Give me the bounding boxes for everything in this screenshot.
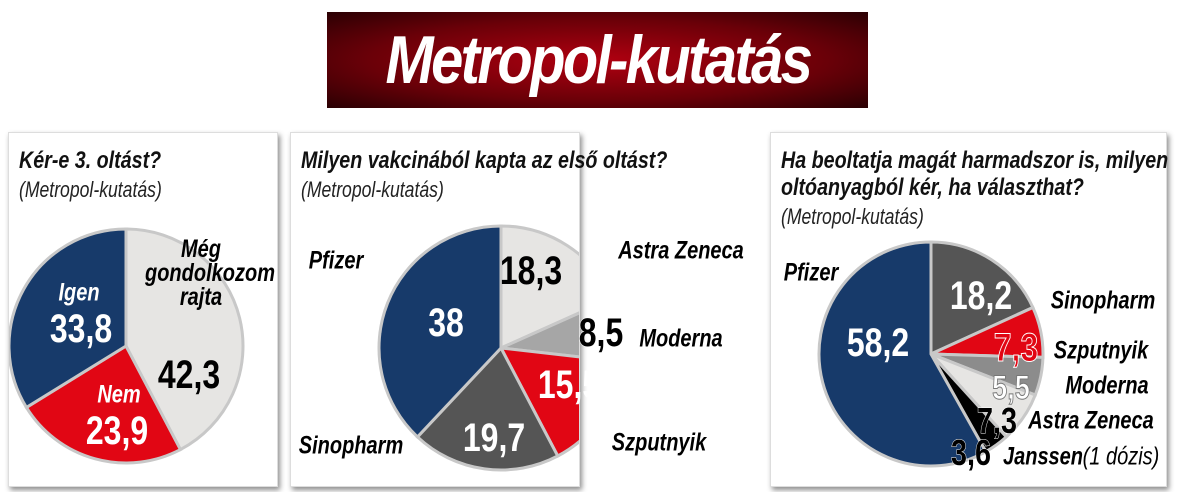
chart-title: Kér-e 3. oltást? — [19, 147, 162, 174]
data-label-astra-zeneca: 7,3 — [976, 400, 1018, 441]
chart-panel-first-dose: Milyen vakcinából kapta az első oltást? … — [290, 132, 744, 487]
data-label-meg-gondolkozom: 42,3 — [157, 353, 221, 397]
janssen-dose-note: (1 dózis) — [1082, 442, 1160, 471]
data-label-igen: 33,8 — [49, 307, 113, 351]
chart-subtitle: (Metropol-kutatás) — [301, 177, 444, 202]
data-label-szputnyik: 15,5 — [537, 363, 601, 407]
pie-slice-sinopharm — [415, 345, 560, 472]
pie-chart — [817, 240, 1045, 468]
data-label-nem: 23,9 — [85, 409, 149, 453]
chart-title: Milyen vakcinából kapta az első oltást? — [301, 147, 668, 174]
chart-subtitle: (Metropol-kutatás) — [19, 177, 162, 202]
data-label-moderna: 5,5 — [992, 369, 1031, 407]
slice-label-moderna: Moderna — [1065, 371, 1149, 400]
chart-title-line-1: Ha beoltatja magát harmadszor is, milyen — [781, 147, 1169, 174]
pie-chart — [9, 227, 245, 465]
pie-slice-igen — [9, 227, 128, 410]
data-label-moderna: 8,5 — [578, 311, 624, 355]
slice-label-sinopharm: Sinopharm — [298, 431, 404, 460]
pie-chart — [377, 224, 579, 472]
pie-slice-astra-zeneca — [499, 224, 579, 351]
data-label-pfizer: 58,2 — [846, 321, 910, 365]
data-label-szputnyik: 7,3 — [993, 326, 1039, 370]
pie-slice-szputnyik — [498, 346, 579, 459]
title-banner: Metropol-kutatás — [327, 12, 868, 108]
pie-slice-pfizer — [377, 224, 503, 440]
slice-label-nem: Nem — [97, 380, 141, 409]
chart-panel-third-dose-vaccine: Ha beoltatja magát harmadszor is, milyen… — [770, 132, 1169, 487]
slice-label-szputnyik: Szputnyik — [1053, 336, 1149, 365]
slice-label-sinopharm: Sinopharm — [1050, 286, 1156, 315]
slice-label-pfizer: Pfizer — [783, 258, 839, 287]
pie-slice-m-g-gondolkozom-rajta — [124, 227, 245, 452]
chart-subtitle: (Metropol-kutatás) — [781, 204, 924, 229]
chart-panel-3rd-dose: Kér-e 3. oltást? (Metropol-kutatás) Igen… — [8, 132, 278, 487]
slice-label-igen: Igen — [58, 278, 100, 307]
data-label-sinopharm: 19,7 — [462, 416, 526, 460]
pie-slice-pfizer — [817, 240, 988, 468]
slice-label-meg-gondolkozom: Még gondolkozom rajta — [145, 235, 275, 311]
chart-title-line-2: oltóanyagból kér, ha választhat? — [781, 174, 1084, 201]
data-label-astra-zeneca: 18,3 — [499, 249, 563, 293]
slice-label-pfizer: Pfizer — [308, 246, 364, 275]
slice-label-szputnyik: Szputnyik — [611, 428, 707, 457]
banner-title: Metropol-kutatás — [385, 22, 812, 98]
slice-label-janssen: Janssen — [1002, 442, 1084, 471]
pie-slice-moderna — [495, 311, 579, 359]
slice-label-astra-zeneca: Astra Zeneca — [618, 236, 744, 265]
pie-slice-sinopharm — [929, 240, 1035, 357]
slice-label-astra-zeneca: Astra Zeneca — [1028, 406, 1154, 435]
data-label-pfizer: 38 — [428, 301, 464, 345]
data-label-sinopharm: 18,2 — [949, 274, 1013, 318]
data-label-janssen: 3,6 — [950, 432, 992, 473]
pie-slice-nem — [24, 343, 183, 465]
slice-label-moderna: Moderna — [639, 324, 723, 353]
